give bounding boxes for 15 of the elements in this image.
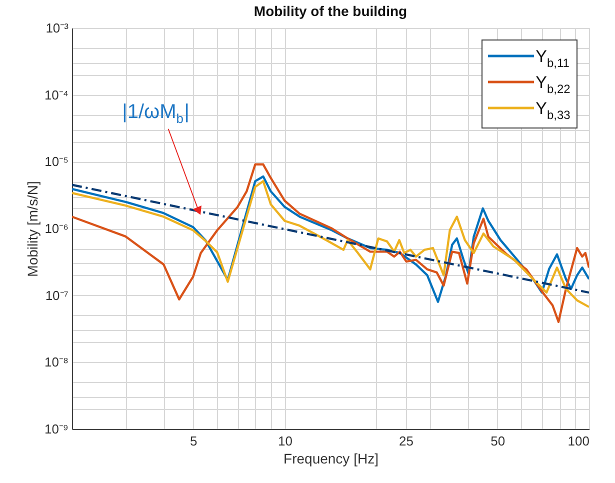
chart-title: Mobility of the building bbox=[254, 3, 408, 19]
y-axis-title: Mobility [m/s/N] bbox=[24, 181, 40, 277]
x-tick-label: 25 bbox=[399, 434, 414, 448]
y-tick-label: 10⁻⁵ bbox=[44, 154, 68, 170]
x-axis-title: Frequency [Hz] bbox=[284, 450, 378, 466]
x-tick-label: 100 bbox=[568, 434, 590, 448]
y-tick-label: 10⁻⁸ bbox=[44, 354, 68, 370]
x-tick-label: 5 bbox=[190, 434, 198, 448]
y-tick-label: 10⁻⁹ bbox=[44, 422, 68, 436]
y-tick-label: 10⁻³ bbox=[46, 20, 70, 36]
x-tick-label: 10 bbox=[278, 434, 292, 448]
y-tick-label: 10⁻⁷ bbox=[45, 288, 69, 303]
x-tick-label: 50 bbox=[490, 434, 506, 448]
y-tick-label: 10⁻⁶ bbox=[44, 221, 68, 236]
y-tick-label: 10⁻⁴ bbox=[44, 87, 68, 102]
